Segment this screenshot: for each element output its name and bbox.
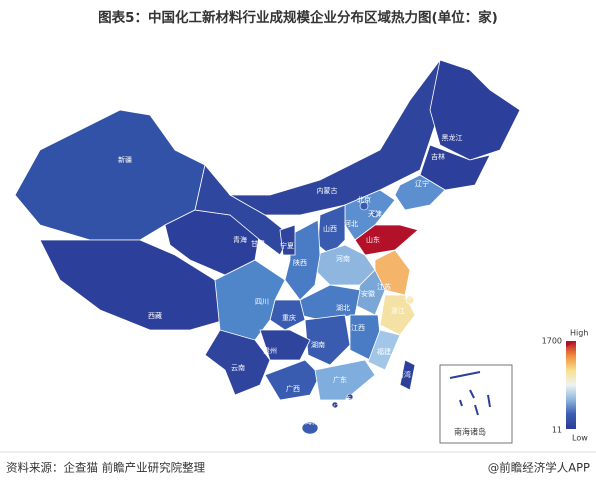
region [204,329,271,396]
region [379,294,416,336]
region [264,359,321,401]
region [279,224,296,256]
regions [14,59,521,435]
region-label: 山东 [366,235,380,244]
title: 图表5：中国化工新材料行业成规模企业分布区域热力图(单位：家) [98,9,498,26]
inset-label: 南海诸岛 [454,427,486,437]
region-label: 安徽 [361,289,375,298]
region [394,174,446,211]
brand: @前瞻经济学人APP [488,461,590,475]
region-label: 宁夏 [280,241,294,250]
region-label: 湖北 [336,303,350,312]
region [331,401,339,409]
region [314,359,376,401]
region-label: 海南 [305,417,319,426]
legend-min: 11 [552,426,562,435]
region [259,329,311,361]
region [359,201,369,211]
region [371,210,379,218]
region-label: 江西 [351,324,365,332]
region-label: 浙江 [391,306,405,315]
region-label: 黑龙江 [442,133,463,142]
region [346,393,354,401]
region-label: 贵州 [263,346,277,355]
region-label: 吉林 [431,152,445,161]
region-label: 云南 [231,363,245,372]
legend-max: 1700 [542,337,562,346]
region-label: 新疆 [118,155,132,164]
region-label: 江苏 [377,282,391,291]
region-label: 陕西 [293,258,307,267]
region-label: 内蒙古 [317,186,338,195]
region [301,421,319,435]
legend-bar [566,341,576,429]
region-label: 重庆 [282,313,296,322]
legend-handle-low [566,423,576,429]
region-label: 辽宁 [415,179,429,188]
legend-low: Low [572,434,588,443]
legend-handle-high [566,341,576,347]
region-label: 西藏 [148,311,162,320]
region [429,59,521,161]
region-label: 台湾 [397,370,411,379]
region [405,295,415,305]
region-label: 福建 [377,347,391,356]
region-label: 北京 [357,195,371,204]
legend-high: High [570,329,588,338]
region [367,329,401,371]
source: 资料来源：企查猫 前瞻产业研究院整理 [6,461,206,475]
region-label: 天津 [368,210,382,218]
region-label: 四川 [255,298,269,306]
region-label: 甘肃 [251,239,265,248]
region-label: 香港 [345,395,359,404]
region-label: 河南 [336,254,350,263]
region-label: 湖南 [311,340,325,349]
region-label: 广东 [333,375,347,384]
region-label: 河北 [344,220,358,228]
region-label: 广西 [286,384,300,393]
region-label: 山西 [323,224,337,233]
region [399,359,416,391]
region-label: 上海 [403,291,417,300]
inset-islands [449,371,491,416]
region [304,314,351,366]
region-label: 青海 [233,235,247,244]
region-label: 澳门 [326,403,340,412]
